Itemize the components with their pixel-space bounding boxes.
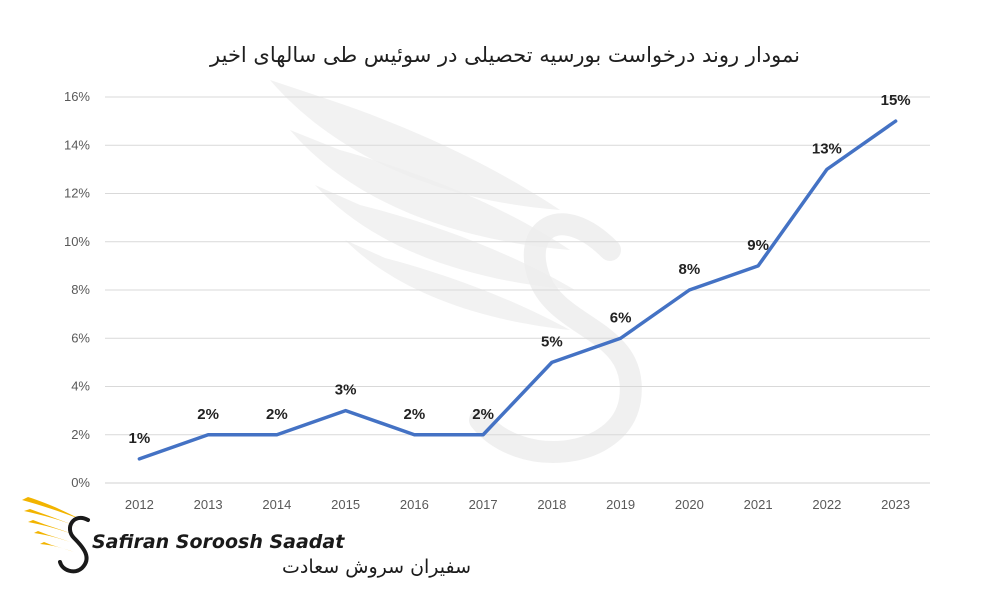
- y-axis-ticks: 0% 2% 4% 6% 8% 10% 12% 14% 16%: [64, 89, 90, 490]
- data-label: 1%: [129, 430, 151, 447]
- y-tick-label: 14%: [64, 137, 90, 152]
- data-label: 13%: [812, 140, 842, 157]
- series-line: [137, 119, 898, 461]
- x-tick-label: 2021: [744, 497, 773, 512]
- gridlines: [105, 96, 930, 436]
- logo-text-fa: سفیران سروش سعادت: [282, 556, 471, 578]
- data-label: 2%: [266, 406, 288, 423]
- y-tick-label: 12%: [64, 186, 90, 201]
- y-tick-label: 8%: [71, 282, 90, 297]
- x-tick-label: 2014: [262, 497, 291, 512]
- data-label: 15%: [881, 92, 911, 109]
- data-label: 8%: [679, 261, 701, 278]
- x-tick-label: 2015: [331, 497, 360, 512]
- x-tick-label: 2013: [194, 497, 223, 512]
- x-tick-label: 2023: [881, 497, 910, 512]
- y-tick-label: 0%: [71, 475, 90, 490]
- y-tick-label: 16%: [64, 89, 90, 104]
- chart-title: نمودار روند درخواست بورسیه تحصیلی در سوئ…: [209, 43, 800, 67]
- series-1: [137, 119, 898, 461]
- logo-text-en: Safiran Soroosh Saadat: [92, 531, 345, 553]
- data-label: 3%: [335, 382, 357, 399]
- x-tick-label: 2016: [400, 497, 429, 512]
- data-label: 6%: [610, 309, 632, 326]
- x-tick-label: 2018: [537, 497, 566, 512]
- y-tick-label: 4%: [71, 379, 90, 394]
- data-label: 9%: [747, 237, 769, 254]
- data-label: 5%: [541, 333, 563, 350]
- x-tick-label: 2017: [469, 497, 498, 512]
- wing-icon: [22, 497, 90, 574]
- brand-logo: Safiran Soroosh Saadat سفیران سروش سعادت: [22, 497, 471, 578]
- data-label: 2%: [472, 406, 494, 423]
- x-tick-label: 2022: [812, 497, 841, 512]
- x-axis-ticks: 2012 2013 2014 2015 2016 2017 2018 2019 2020 2021…: [125, 497, 910, 512]
- x-tick-label: 2019: [606, 497, 635, 512]
- watermark-logo: [270, 80, 642, 463]
- data-label: 2%: [404, 406, 426, 423]
- data-label: 2%: [197, 406, 219, 423]
- y-tick-label: 6%: [71, 330, 90, 345]
- data-labels: 1% 2% 2% 3% 2% 2% 5% 6% 8% 9% 13% 15%: [129, 92, 911, 447]
- y-tick-label: 10%: [64, 234, 90, 249]
- x-tick-label: 2012: [125, 497, 154, 512]
- y-tick-label: 2%: [71, 427, 90, 442]
- x-tick-label: 2020: [675, 497, 704, 512]
